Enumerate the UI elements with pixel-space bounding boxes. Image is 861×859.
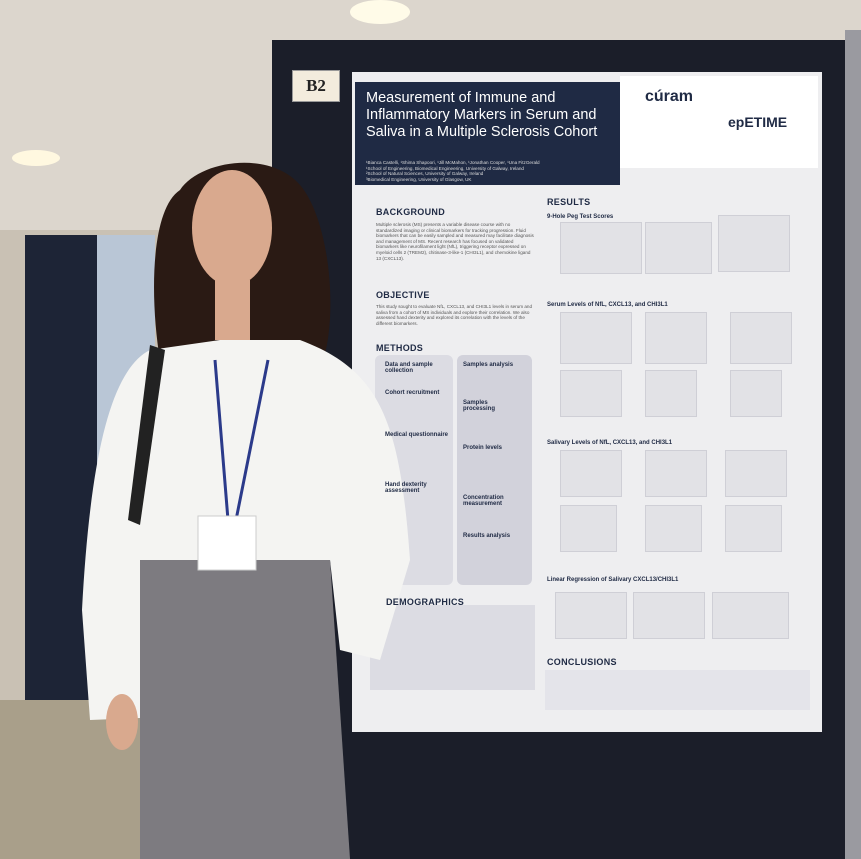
- method-step: Concentration measurement: [463, 495, 504, 507]
- board-edge: [845, 30, 861, 859]
- affiliation: ²School of Natural Sciences, University …: [366, 171, 484, 177]
- title-band: [355, 82, 620, 185]
- section-heading: BACKGROUND: [376, 207, 445, 217]
- plot-image: [560, 222, 642, 274]
- bag-strap: [128, 345, 165, 525]
- poster-title: Measurement of Immune and Inflammatory M…: [366, 90, 598, 140]
- methods-title: Data and sample collection: [385, 362, 433, 374]
- plot-image: [730, 312, 792, 364]
- plot-image: [730, 370, 782, 417]
- trousers: [140, 560, 350, 859]
- demographics-table: [370, 605, 535, 690]
- section-text: This study sought to evaluate NfL, CXCL1…: [376, 304, 533, 326]
- author-line: ¹Bianca Castelli, ¹Shima Shapoori, ¹Jill…: [366, 160, 540, 165]
- method-step: Protein levels: [463, 445, 503, 451]
- plot-image: [645, 312, 707, 364]
- method-step: Medical questionnaire: [385, 432, 449, 438]
- affiliation: ¹School of Engineering, Biomedical Engin…: [366, 165, 524, 171]
- plot-image: [725, 505, 782, 552]
- affiliation: ³Biomedical Engineering, University of G…: [366, 176, 472, 182]
- plot-image: [718, 215, 790, 272]
- plot-image: [645, 505, 702, 552]
- board-label: B2: [292, 70, 340, 102]
- results-subheading: Serum Levels of NfL, CXCL13, and CHI3L1: [547, 302, 668, 308]
- ceiling-light: [350, 0, 410, 24]
- plot-image: [645, 370, 697, 417]
- plot-image: [725, 450, 787, 497]
- section-heading: METHODS: [376, 343, 424, 353]
- results-subheading: Linear Regression of Salivary CXCL13/CHI…: [547, 577, 679, 583]
- plot-image: [560, 450, 622, 497]
- section-heading: OBJECTIVE: [376, 290, 430, 300]
- name-badge: [197, 515, 257, 571]
- conclusions-box: [545, 670, 810, 710]
- ceiling-light: [12, 150, 60, 166]
- neck: [215, 280, 250, 340]
- section-heading: CONCLUSIONS: [547, 657, 617, 667]
- plot-image: [560, 370, 622, 417]
- results-subheading: 9-Hole Peg Test Scores: [547, 214, 614, 220]
- plot-image: [645, 450, 707, 497]
- section-heading: DEMOGRAPHICS: [386, 597, 465, 607]
- face: [192, 170, 272, 286]
- method-step: Samples processing: [463, 400, 496, 412]
- logo-text: cúram: [645, 88, 694, 105]
- logo-text: epETIME: [728, 114, 788, 130]
- plot-image: [560, 505, 617, 552]
- plot-image: [560, 312, 632, 364]
- method-step: Results analysis: [463, 533, 511, 539]
- plot-image: [645, 222, 712, 274]
- method-step: Hand dexterity assessment: [385, 482, 427, 494]
- methods-panel: [457, 355, 532, 585]
- authors: ¹Bianca Castelli, ¹Shima Shapoori, ¹Jill…: [366, 160, 616, 182]
- results-subheading: Salivary Levels of NfL, CXCL13, and CHI3…: [547, 440, 673, 446]
- section-text: Multiple sclerosis (MS) presents a varia…: [376, 222, 534, 261]
- plot-image: [633, 592, 705, 639]
- methods-title: Samples analysis: [463, 362, 514, 368]
- section-heading: RESULTS: [547, 197, 591, 207]
- hand: [106, 694, 138, 750]
- logo-box: [620, 76, 818, 168]
- plot-image: [712, 592, 789, 639]
- plot-image: [555, 592, 627, 639]
- method-step: Cohort recruitment: [385, 390, 440, 396]
